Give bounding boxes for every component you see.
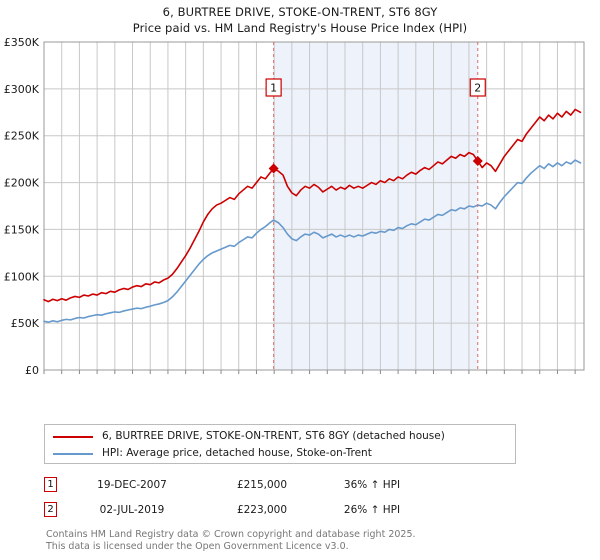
sale-marker-callout[interactable] <box>265 78 282 97</box>
y-axis-tick-label: £150K <box>4 223 40 236</box>
sale-date: 19-DEC-2007 <box>97 478 167 491</box>
chart-plot-area: £0£50K£100K£150K£200K£250K£300K£350K1995… <box>0 36 600 376</box>
plot-frame <box>43 41 585 371</box>
legend-label-hpi: HPI: Average price, detached house, Stok… <box>102 447 372 459</box>
sale-marker-point[interactable] <box>268 163 279 174</box>
page-title: 6, BURTREE DRIVE, STOKE-ON-TRENT, ST6 8G… <box>0 4 600 36</box>
y-axis-tick-label: £50K <box>11 317 40 330</box>
sale-hpi-delta: 26% ↑ HPI <box>343 503 401 516</box>
series-line-property <box>43 108 582 303</box>
y-axis-tick-label: £100K <box>4 270 40 283</box>
sale-marker-callout[interactable] <box>469 78 486 97</box>
copyright-footer: Contains HM Land Registry data © Crown c… <box>46 529 566 552</box>
title-line-address: 6, BURTREE DRIVE, STOKE-ON-TRENT, ST6 8G… <box>162 5 438 19</box>
price-history-line-chart: £0£50K£100K£150K£200K£250K£300K£350K1995… <box>4 36 585 376</box>
status-badge: 2 <box>44 502 57 517</box>
sale-price: £215,000 <box>236 478 288 491</box>
legend-label-property: 6, BURTREE DRIVE, STOKE-ON-TRENT, ST6 8G… <box>102 430 445 442</box>
sale-marker-callout-label: 1 <box>270 82 277 95</box>
legend-swatch-hpi-icon <box>53 452 93 455</box>
title-line-subtitle: Price paid vs. HM Land Registry's House … <box>132 21 468 35</box>
legend-item-hpi: HPI: Average price, detached house, Stok… <box>51 446 515 461</box>
footer-line-licence: This data is licensed under the Open Gov… <box>46 540 349 552</box>
legend-item-property: 6, BURTREE DRIVE, STOKE-ON-TRENT, ST6 8G… <box>51 429 515 444</box>
sale-marker-callout-label: 2 <box>474 82 481 95</box>
y-axis-tick-label: £350K <box>4 36 40 49</box>
y-axis-tick-label: £200K <box>4 177 40 190</box>
sale-transactions-list: 1 19-DEC-2007 £215,000 36% ↑ HPI 2 02-JU… <box>44 472 516 522</box>
chart-legend: 6, BURTREE DRIVE, STOKE-ON-TRENT, ST6 8G… <box>44 424 516 464</box>
table-row[interactable]: 1 19-DEC-2007 £215,000 36% ↑ HPI <box>44 472 516 497</box>
ownership-period-shading <box>273 42 478 370</box>
sale-date: 02-JUL-2019 <box>99 503 165 516</box>
table-row[interactable]: 2 02-JUL-2019 £223,000 26% ↑ HPI <box>44 497 516 522</box>
y-axis-tick-label: £300K <box>4 83 40 96</box>
legend-swatch-property-icon <box>53 435 93 438</box>
sale-marker-point[interactable] <box>472 156 483 167</box>
series-line-hpi <box>43 159 582 324</box>
sale-hpi-delta: 36% ↑ HPI <box>343 478 401 491</box>
footer-line-copyright: Contains HM Land Registry data © Crown c… <box>46 529 416 540</box>
sale-price: £223,000 <box>236 503 288 516</box>
status-badge: 1 <box>44 477 57 492</box>
y-axis-tick-label: £0 <box>25 364 39 376</box>
y-axis-tick-label: £250K <box>4 130 40 143</box>
